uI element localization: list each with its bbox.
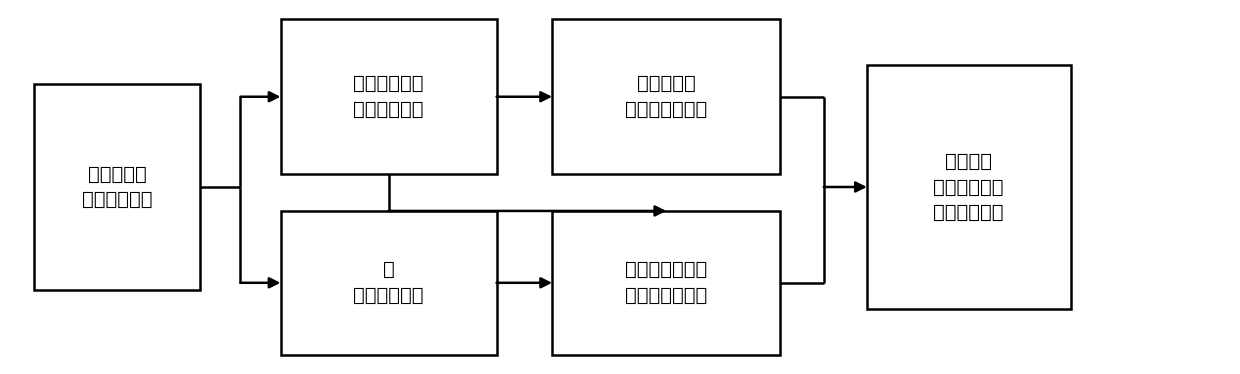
Bar [552,211,780,355]
Text: 目标点相对像: 目标点相对像 [934,203,1004,222]
Bar [552,19,780,174]
Text: 的提取和匹配: 的提取和匹配 [353,74,424,94]
Text: 位姿信息: 位姿信息 [945,152,992,171]
Bar [867,65,1070,309]
Bar [280,211,496,355]
Text: 两幅图像特征: 两幅图像特征 [353,100,424,119]
Text: 像机内参数标: 像机内参数标 [353,286,424,305]
Text: 量系统模型: 量系统模型 [88,165,146,184]
Bar [280,19,496,174]
Text: 系统外参的确定: 系统外参的确定 [625,260,707,279]
Text: 单目移动式测: 单目移动式测 [82,190,153,209]
Text: 机角度的三维: 机角度的三维 [934,178,1004,196]
Text: 定: 定 [383,260,394,279]
Bar [33,84,201,290]
Text: 单目移动式测量: 单目移动式测量 [625,286,707,305]
Text: 两幅图像的单应: 两幅图像的单应 [625,100,707,119]
Text: 性矩阵求解: 性矩阵求解 [637,74,696,94]
